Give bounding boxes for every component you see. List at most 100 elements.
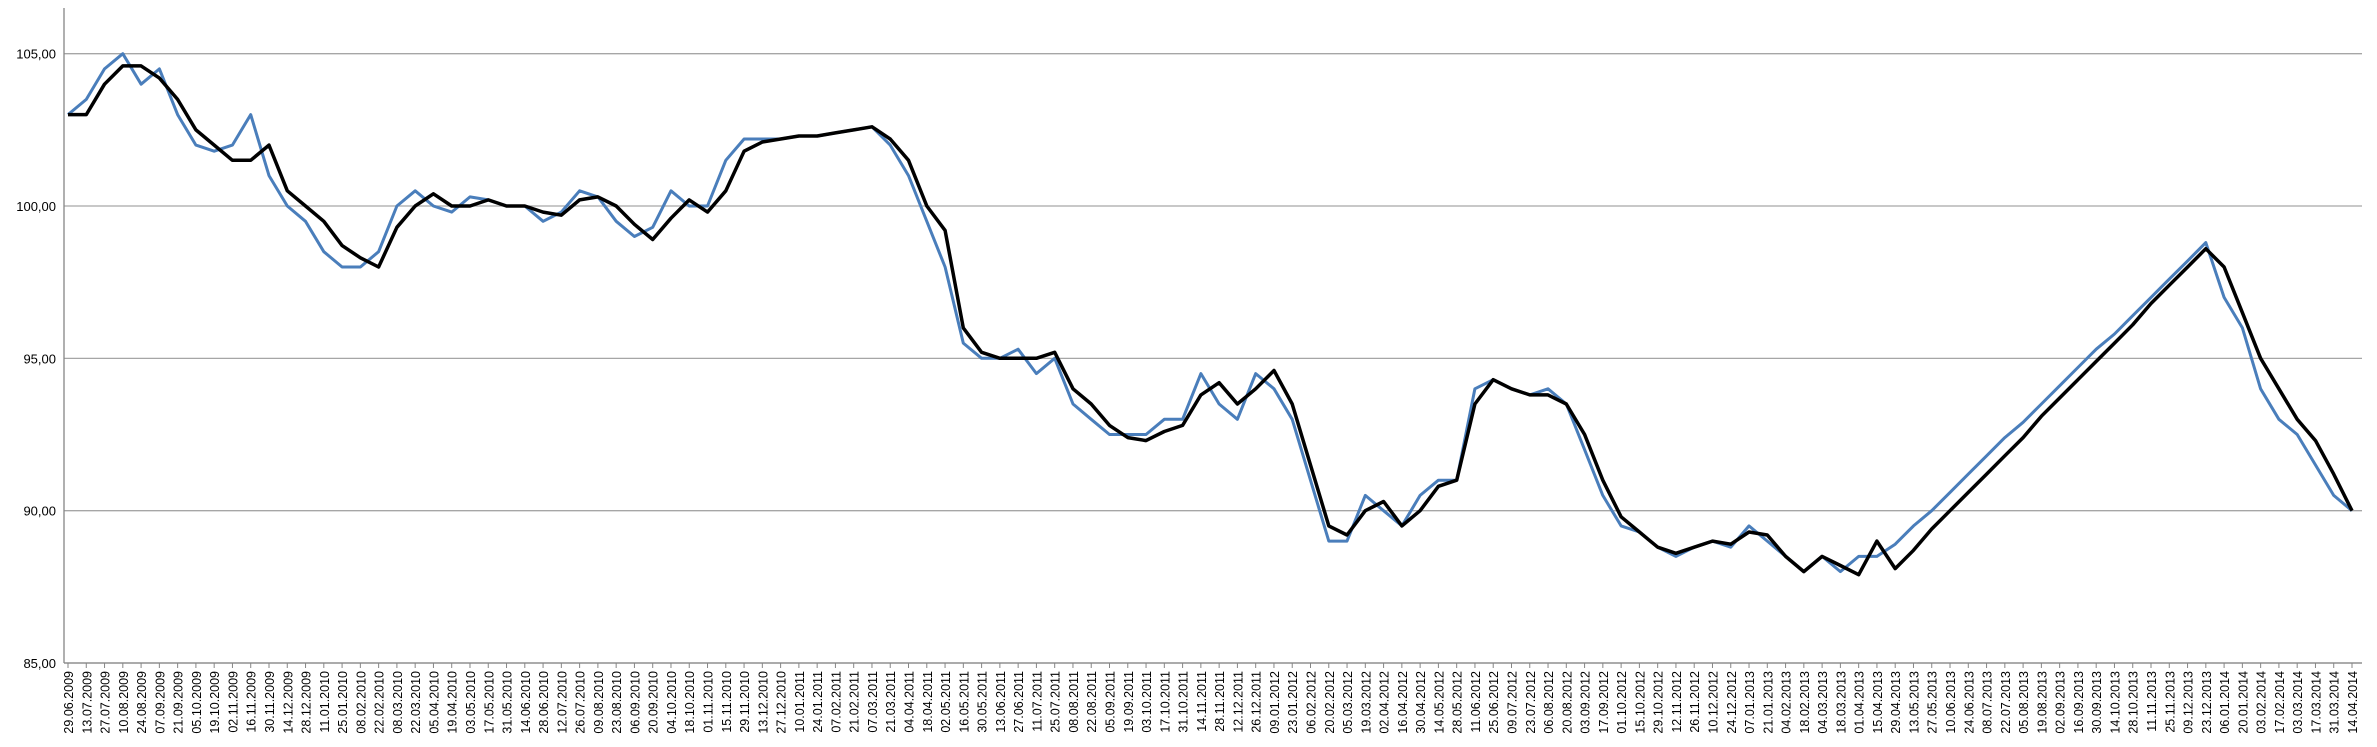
x-tick-label: 08.08.2011 bbox=[1067, 671, 1081, 733]
x-tick-label: 12.11.2012 bbox=[1670, 671, 1684, 733]
x-tick-label: 12.07.2010 bbox=[555, 671, 569, 734]
x-tick-label: 03.05.2010 bbox=[464, 671, 478, 734]
x-tick-label: 21.02.2011 bbox=[848, 671, 862, 733]
x-tick-label: 31.05.2010 bbox=[501, 671, 515, 734]
x-tick-label: 30.05.2011 bbox=[976, 671, 990, 733]
x-tick-label: 25.01.2010 bbox=[336, 671, 350, 734]
x-tick-label: 04.10.2010 bbox=[665, 671, 679, 734]
x-tick-label: 14.10.2013 bbox=[2108, 671, 2122, 734]
x-tick-label: 31.10.2011 bbox=[1177, 671, 1191, 733]
x-tick-label: 10.01.2011 bbox=[793, 671, 807, 733]
x-tick-label: 11.07.2011 bbox=[1030, 671, 1044, 732]
x-tick-label: 14.05.2012 bbox=[1432, 671, 1446, 734]
x-tick-label: 09.12.2013 bbox=[2182, 671, 2196, 734]
x-tick-label: 08.02.2010 bbox=[354, 671, 368, 734]
x-tick-label: 22.08.2011 bbox=[1085, 671, 1099, 733]
x-tick-label: 12.12.2011 bbox=[1231, 671, 1245, 733]
x-tick-label: 17.03.2014 bbox=[2309, 671, 2323, 734]
x-tick-label: 11.11.2013 bbox=[2145, 671, 2159, 732]
x-tick-label: 06.08.2012 bbox=[1542, 671, 1556, 734]
x-tick-label: 05.08.2013 bbox=[2017, 671, 2031, 734]
x-tick-label: 01.10.2012 bbox=[1615, 671, 1629, 734]
x-tick-label: 13.06.2011 bbox=[994, 671, 1008, 733]
x-tick-label: 30.11.2009 bbox=[263, 671, 277, 733]
x-tick-label: 07.03.2011 bbox=[866, 671, 880, 733]
x-tick-label: 07.02.2011 bbox=[829, 671, 843, 733]
x-tick-label: 21.03.2011 bbox=[884, 671, 898, 733]
x-tick-label: 26.07.2010 bbox=[574, 671, 588, 734]
x-tick-label: 18.02.2013 bbox=[1798, 671, 1812, 734]
x-tick-label: 15.04.2013 bbox=[1871, 671, 1885, 734]
x-tick-label: 20.02.2012 bbox=[1323, 671, 1337, 734]
x-tick-label: 25.11.2013 bbox=[2163, 671, 2177, 733]
x-tick-label: 23.08.2010 bbox=[610, 671, 624, 734]
x-tick-label: 01.04.2013 bbox=[1853, 671, 1867, 734]
x-tick-label: 17.05.2010 bbox=[482, 671, 496, 734]
x-tick-label: 13.12.2010 bbox=[756, 671, 770, 734]
x-tick-label: 08.07.2013 bbox=[1981, 671, 1995, 734]
x-tick-label: 04.02.2013 bbox=[1780, 671, 1794, 734]
x-tick-label: 24.06.2013 bbox=[1962, 671, 1976, 734]
x-tick-label: 04.03.2013 bbox=[1816, 671, 1830, 734]
y-tick-label: 90,00 bbox=[23, 504, 56, 519]
x-tick-label: 20.08.2012 bbox=[1560, 671, 1574, 734]
x-tick-label: 27.06.2011 bbox=[1012, 671, 1026, 733]
x-tick-label: 28.12.2009 bbox=[300, 671, 314, 734]
x-tick-label: 10.12.2012 bbox=[1706, 671, 1720, 734]
x-tick-label: 15.11.2010 bbox=[720, 671, 734, 733]
x-tick-label: 07.09.2009 bbox=[153, 671, 167, 734]
x-tick-label: 19.03.2012 bbox=[1359, 671, 1373, 734]
x-tick-label: 06.02.2012 bbox=[1304, 671, 1318, 734]
x-tick-label: 03.10.2011 bbox=[1140, 671, 1154, 733]
x-tick-label: 24.12.2012 bbox=[1725, 671, 1739, 734]
x-tick-label: 19.10.2009 bbox=[208, 671, 222, 734]
series-line bbox=[68, 64, 2354, 577]
x-tick-label: 06.09.2010 bbox=[628, 671, 642, 734]
x-tick-label: 30.04.2012 bbox=[1414, 671, 1428, 734]
x-tick-label: 24.08.2009 bbox=[135, 671, 149, 734]
x-tick-label: 19.08.2013 bbox=[2035, 671, 2049, 734]
x-tick-label: 02.11.2009 bbox=[226, 671, 240, 733]
x-tick-label: 16.05.2011 bbox=[957, 671, 971, 733]
x-tick-label: 29.04.2013 bbox=[1889, 671, 1903, 734]
x-tick-label: 17.10.2011 bbox=[1158, 671, 1172, 733]
x-tick-label: 21.09.2009 bbox=[172, 671, 186, 734]
x-tick-label: 11.01.2010 bbox=[318, 671, 332, 733]
x-tick-label: 27.05.2013 bbox=[1926, 671, 1940, 734]
x-tick-label: 17.02.2014 bbox=[2273, 671, 2287, 734]
x-tick-label: 05.03.2012 bbox=[1341, 671, 1355, 734]
x-tick-label: 07.01.2013 bbox=[1743, 671, 1757, 734]
x-tick-label: 23.01.2012 bbox=[1286, 671, 1300, 734]
series-line bbox=[67, 52, 2353, 574]
x-tick-label: 27.12.2010 bbox=[775, 671, 789, 734]
x-tick-label: 05.10.2009 bbox=[190, 671, 204, 734]
x-tick-label: 26.11.2012 bbox=[1688, 671, 1702, 733]
x-tick-label: 09.01.2012 bbox=[1268, 671, 1282, 734]
x-tick-label: 22.02.2010 bbox=[373, 671, 387, 734]
x-tick-label: 23.07.2012 bbox=[1524, 671, 1538, 734]
x-tick-label: 18.04.2011 bbox=[921, 671, 935, 733]
x-tick-label: 22.03.2010 bbox=[409, 671, 423, 734]
x-tick-label: 21.01.2013 bbox=[1761, 671, 1775, 734]
x-tick-label: 27.07.2009 bbox=[99, 671, 113, 734]
x-tick-label: 10.08.2009 bbox=[117, 671, 131, 734]
x-tick-label: 01.11.2010 bbox=[702, 671, 716, 733]
x-tick-label: 29.10.2012 bbox=[1652, 671, 1666, 734]
x-tick-label: 02.05.2011 bbox=[939, 671, 953, 733]
x-tick-label: 10.06.2013 bbox=[1944, 671, 1958, 734]
x-tick-label: 20.01.2014 bbox=[2236, 671, 2250, 734]
y-tick-label: 100,00 bbox=[16, 199, 56, 214]
x-tick-label: 19.04.2010 bbox=[446, 671, 460, 734]
x-tick-label: 17.09.2012 bbox=[1597, 671, 1611, 734]
x-tick-label: 04.04.2011 bbox=[903, 671, 917, 733]
x-tick-label: 22.07.2013 bbox=[1999, 671, 2013, 734]
x-tick-label: 03.09.2012 bbox=[1579, 671, 1593, 734]
x-tick-label: 11.06.2012 bbox=[1469, 671, 1483, 733]
x-tick-label: 06.01.2014 bbox=[2218, 671, 2232, 734]
x-tick-label: 18.10.2010 bbox=[683, 671, 697, 734]
x-tick-label: 05.09.2011 bbox=[1104, 671, 1118, 733]
x-tick-label: 18.03.2013 bbox=[1834, 671, 1848, 734]
y-tick-label: 95,00 bbox=[23, 351, 56, 366]
x-tick-label: 16.04.2012 bbox=[1396, 671, 1410, 734]
